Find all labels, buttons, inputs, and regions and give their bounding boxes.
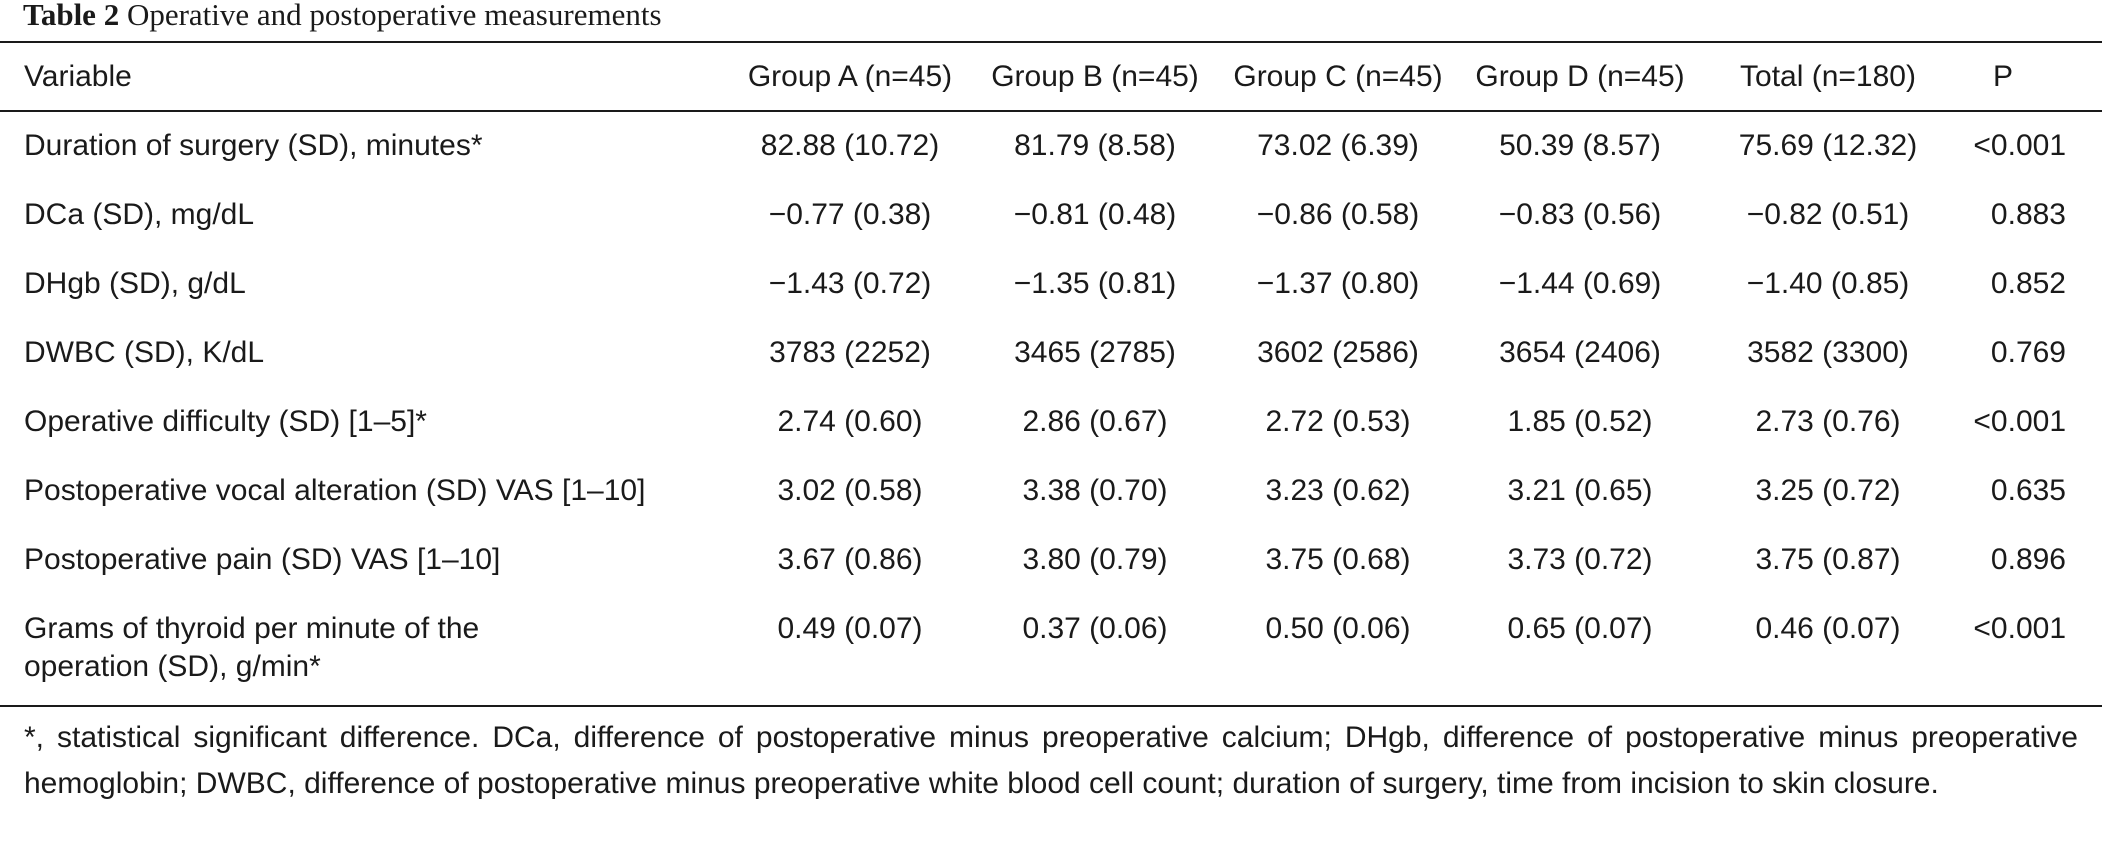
row-variable: DWBC (SD), K/dL	[24, 336, 265, 369]
row-group-b: 81.79 (8.58)	[1014, 129, 1176, 162]
header-p: P	[1992, 60, 2013, 93]
row-group-b: −1.35 (0.81)	[1013, 267, 1177, 300]
row-total: 3582 (3300)	[1747, 336, 1909, 369]
row-variable: Postoperative pain (SD) VAS [1–10]	[24, 543, 501, 576]
row-group-c: 3.23 (0.62)	[1265, 474, 1411, 507]
row-group-a: −1.43 (0.72)	[768, 267, 932, 300]
row-group-a: 0.49 (0.07)	[777, 612, 923, 645]
row-group-b: 3465 (2785)	[1014, 336, 1176, 369]
row-group-a: 3.02 (0.58)	[777, 474, 923, 507]
row-total: −0.82 (0.51)	[1746, 198, 1910, 231]
table-footnote: *, statistical significant difference. D…	[24, 721, 2078, 800]
row-p-value: <0.001	[1973, 129, 2066, 162]
row-variable: DCa (SD), mg/dL	[24, 198, 255, 231]
row-group-c: −1.37 (0.80)	[1256, 267, 1420, 300]
row-group-a: 3783 (2252)	[769, 336, 931, 369]
row-p-value: 0.883	[1990, 198, 2066, 231]
row-p-value: 0.896	[1990, 543, 2066, 576]
row-group-d: −1.44 (0.69)	[1498, 267, 1662, 300]
row-group-d: −0.83 (0.56)	[1498, 198, 1662, 231]
row-group-a: 3.67 (0.86)	[777, 543, 923, 576]
row-group-c: −0.86 (0.58)	[1256, 198, 1420, 231]
header-group-c: Group C (n=45)	[1233, 60, 1443, 93]
row-group-d: 3654 (2406)	[1499, 336, 1661, 369]
row-group-d: 3.73 (0.72)	[1507, 543, 1653, 576]
header-group-b: Group B (n=45)	[991, 60, 1199, 93]
row-p-value: 0.769	[1990, 336, 2066, 369]
row-total: −1.40 (0.85)	[1746, 267, 1910, 300]
row-p-value: <0.001	[1973, 612, 2066, 645]
row-variable: Operative difficulty (SD) [1–5]*	[24, 405, 427, 438]
row-group-b: 3.38 (0.70)	[1022, 474, 1168, 507]
header-total: Total (n=180)	[1740, 60, 1916, 93]
row-total: 0.46 (0.07)	[1755, 612, 1901, 645]
row-group-b: 3.80 (0.79)	[1022, 543, 1168, 576]
row-variable: Duration of surgery (SD), minutes*	[24, 129, 483, 162]
row-group-a: 2.74 (0.60)	[777, 405, 923, 438]
table-caption-title: Operative and postoperative measurements	[126, 0, 662, 32]
row-group-b: 2.86 (0.67)	[1022, 405, 1168, 438]
row-group-d: 0.65 (0.07)	[1507, 612, 1653, 645]
header-group-a: Group A (n=45)	[747, 60, 953, 93]
row-group-c: 0.50 (0.06)	[1265, 612, 1411, 645]
header-group-d: Group D (n=45)	[1475, 60, 1685, 93]
row-group-a: 82.88 (10.72)	[760, 129, 940, 162]
row-p-value: <0.001	[1973, 405, 2066, 438]
row-group-d: 50.39 (8.57)	[1499, 129, 1661, 162]
row-group-d: 3.21 (0.65)	[1507, 474, 1653, 507]
row-variable: Postoperative vocal alteration (SD) VAS …	[24, 474, 646, 507]
row-variable: DHgb (SD), g/dL	[24, 267, 246, 300]
row-total: 3.75 (0.87)	[1755, 543, 1901, 576]
table-caption: Table 2 Operative and postoperative meas…	[23, 0, 662, 38]
row-total: 75.69 (12.32)	[1738, 129, 1918, 162]
row-group-c: 3602 (2586)	[1257, 336, 1419, 369]
row-variable: Grams of thyroid per minute of the opera…	[24, 612, 480, 683]
row-total: 2.73 (0.76)	[1755, 405, 1901, 438]
row-group-a: −0.77 (0.38)	[768, 198, 932, 231]
row-group-d: 1.85 (0.52)	[1507, 405, 1653, 438]
row-p-value: 0.852	[1990, 267, 2066, 300]
top-rule	[0, 41, 2102, 43]
row-group-c: 3.75 (0.68)	[1265, 543, 1411, 576]
table-caption-label: Table 2	[23, 0, 120, 32]
row-group-b: 0.37 (0.06)	[1022, 612, 1168, 645]
row-group-c: 2.72 (0.53)	[1265, 405, 1411, 438]
bottom-rule	[0, 705, 2102, 707]
header-rule	[0, 110, 2102, 112]
row-total: 3.25 (0.72)	[1755, 474, 1901, 507]
row-group-c: 73.02 (6.39)	[1257, 129, 1419, 162]
row-p-value: 0.635	[1990, 474, 2066, 507]
row-group-b: −0.81 (0.48)	[1013, 198, 1177, 231]
header-variable: Variable	[24, 60, 132, 93]
